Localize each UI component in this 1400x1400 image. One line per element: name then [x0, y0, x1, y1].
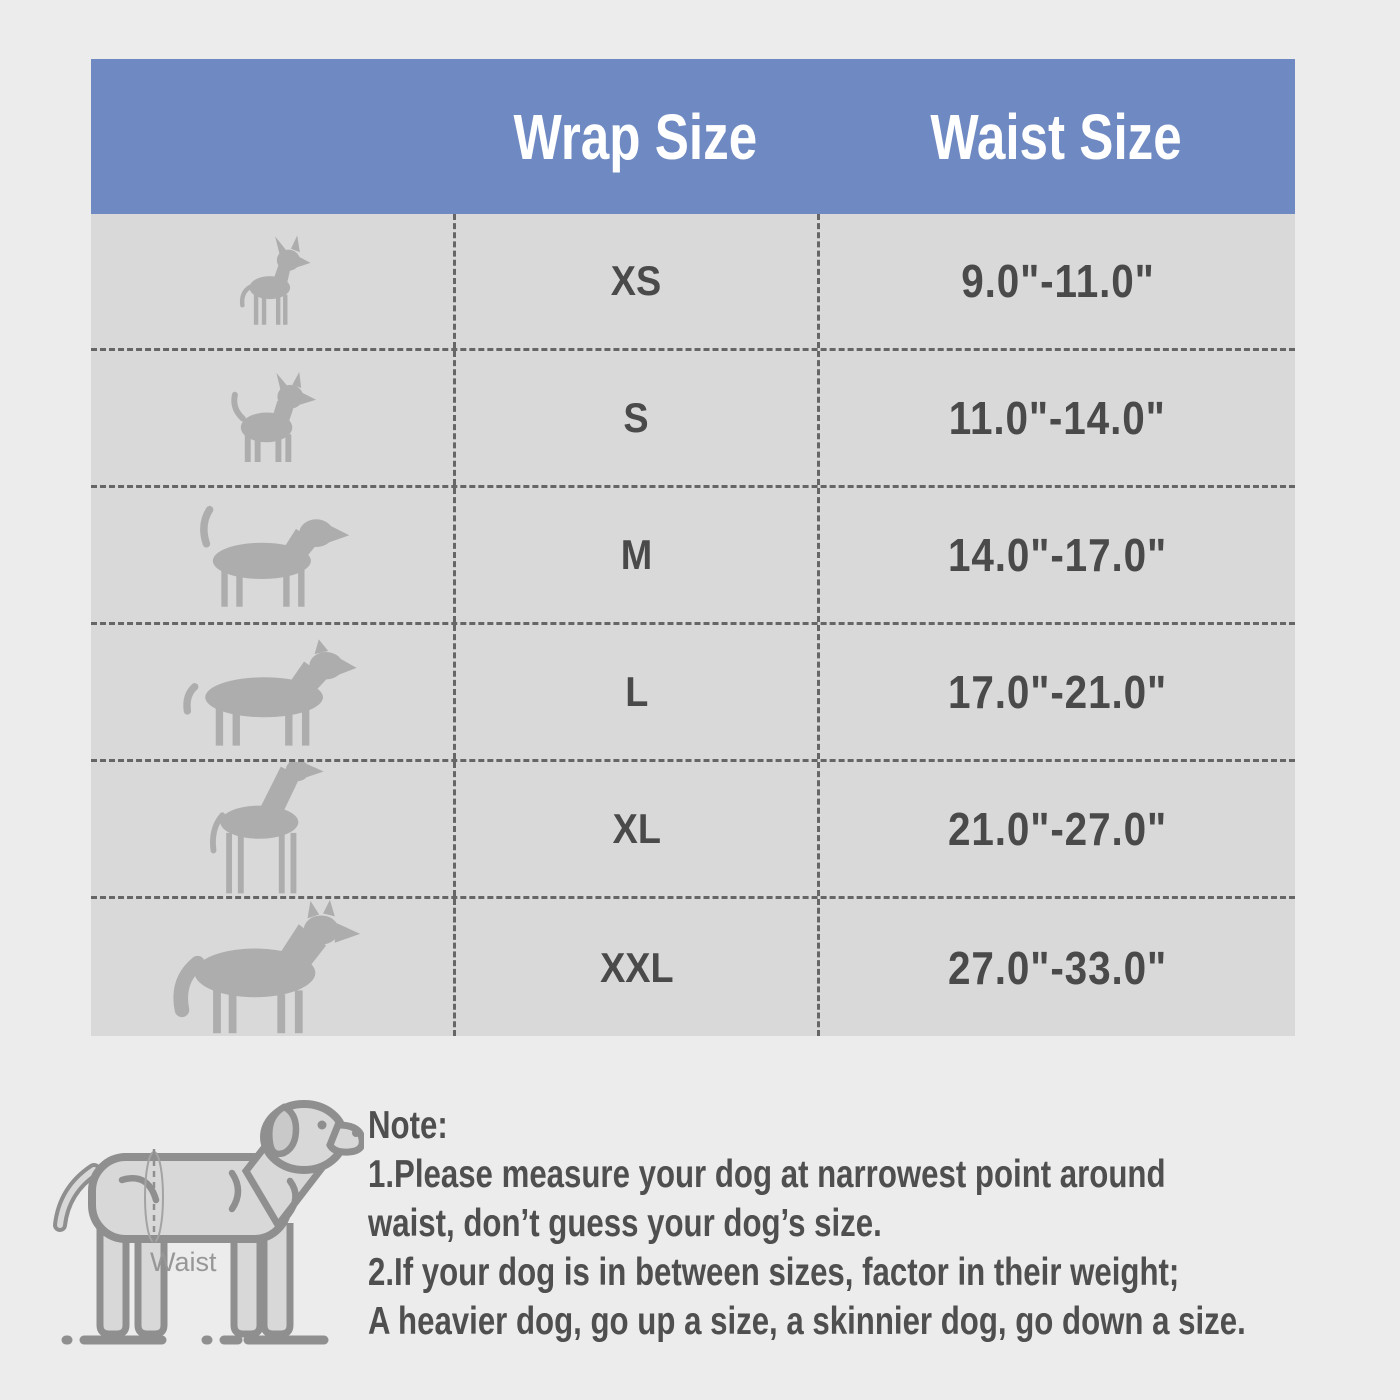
dog-nose: [352, 1129, 360, 1137]
wrap-size-value: M: [620, 531, 653, 578]
dog-m-icon: [91, 488, 453, 622]
waist-label: Waist: [150, 1247, 217, 1277]
waist-size-cell: 9.0"-11.0": [817, 214, 1295, 348]
dog-rear-leg: [96, 1227, 130, 1338]
dog-eye: [317, 1120, 327, 1130]
dog-xxl-icon: [91, 899, 453, 1036]
dog-xs-silhouette: [239, 235, 311, 325]
header-wrap-size: Wrap Size: [453, 100, 817, 174]
dog-xxl-silhouette: [173, 899, 361, 1033]
waist-size-value: 9.0"-11.0": [960, 255, 1155, 307]
dog-ear: [266, 1103, 300, 1158]
dog-m-silhouette: [200, 505, 350, 607]
wrap-size-cell: XS: [453, 214, 817, 348]
wrap-size-cell: XXL: [453, 899, 817, 1036]
waist-size-cell: 17.0"-21.0": [817, 625, 1295, 759]
waist-size-cell: 27.0"-33.0": [817, 899, 1295, 1036]
wrap-size-value: L: [624, 668, 649, 715]
waist-size-value: 17.0"-21.0": [947, 666, 1168, 718]
wrap-size-value: XXL: [599, 943, 674, 991]
header-waist-size: Waist Size: [817, 100, 1295, 174]
table-header: Wrap Size Waist Size: [91, 59, 1295, 214]
wrap-size-value: XS: [611, 257, 662, 304]
wrap-size-cell: M: [453, 488, 817, 622]
dog-xl-silhouette: [210, 762, 324, 894]
waist-size-cell: 21.0"-27.0": [817, 762, 1295, 896]
dog-s-icon: [91, 351, 453, 485]
note-block: Note: 1.Please measure your dog at narro…: [368, 1101, 1400, 1346]
table-row-m: M 14.0"-17.0": [91, 488, 1295, 625]
table-row-xl: XL 21.0"-27.0": [91, 762, 1295, 899]
measured-dog-icon: [53, 1100, 366, 1345]
size-table: Wrap Size Waist Size: [91, 59, 1295, 1036]
waist-size-value: 27.0"-33.0": [947, 941, 1168, 994]
wrap-size-value: XL: [612, 805, 661, 852]
table-row-xxl: XXL 27.0"-33.0": [91, 899, 1295, 1036]
dog-xs-icon: [91, 214, 453, 348]
dog-muzzle: [326, 1121, 366, 1156]
note-line-1: 1.Please measure your dog at narrowest p…: [368, 1153, 1166, 1196]
dog-front-leg: [230, 1227, 264, 1338]
table-row-xs: XS 9.0"-11.0": [91, 214, 1295, 351]
note-line-4: A heavier dog, go up a size, a skinnier …: [368, 1300, 1246, 1343]
header-wrap-size-label: Wrap Size: [513, 100, 757, 173]
waist-size-cell: 14.0"-17.0": [817, 488, 1295, 622]
wrap-size-value: S: [623, 394, 650, 441]
waist-size-value: 11.0"-14.0": [949, 392, 1166, 444]
waist-size-value: 14.0"-17.0": [947, 529, 1168, 581]
wrap-size-cell: S: [453, 351, 817, 485]
waist-size-cell: 11.0"-14.0": [817, 351, 1295, 485]
header-waist-size-label: Waist Size: [930, 100, 1182, 173]
dog-xl-icon: [91, 762, 453, 896]
dog-s-silhouette: [231, 371, 317, 463]
note-line-3: 2.If your dog is in between sizes, facto…: [368, 1251, 1180, 1294]
dog-rear-leg: [134, 1223, 168, 1338]
note-title: Note:: [368, 1104, 448, 1147]
dog-l-icon: [91, 625, 453, 759]
table-row-s: S 11.0"-14.0": [91, 351, 1295, 488]
waist-size-value: 21.0"-27.0": [947, 803, 1168, 855]
note-line-2: waist, don’t guess your dog’s size.: [368, 1202, 882, 1245]
dog-front-leg: [260, 1223, 294, 1338]
table-body: XS 9.0"-11.0" S: [91, 214, 1295, 1036]
table-row-l: L 17.0"-21.0": [91, 625, 1295, 762]
measured-dog-illustration: [42, 1085, 366, 1385]
wrap-size-cell: L: [453, 625, 817, 759]
dog-l-silhouette: [183, 639, 357, 746]
wrap-size-cell: XL: [453, 762, 817, 896]
